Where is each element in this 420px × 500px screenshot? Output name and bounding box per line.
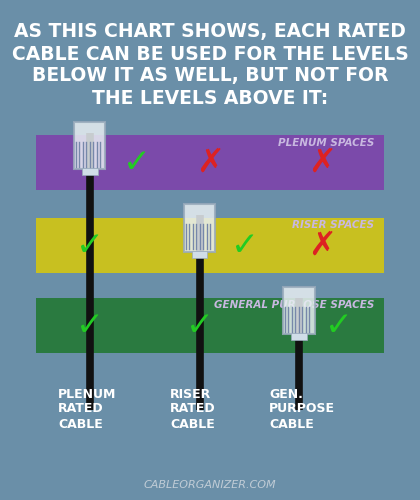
Bar: [36, 298, 384, 352]
Bar: [36, 135, 384, 190]
Text: ✗: ✗: [307, 146, 336, 179]
FancyBboxPatch shape: [74, 122, 105, 169]
Text: PLENUM
RATED
CABLE: PLENUM RATED CABLE: [58, 388, 117, 430]
Bar: [291, 333, 307, 340]
Text: ✗: ✗: [196, 146, 224, 179]
Text: ✓: ✓: [325, 310, 353, 342]
Text: ✓: ✓: [231, 228, 259, 262]
FancyBboxPatch shape: [184, 204, 215, 252]
Text: GEN.
PURPOSE
CABLE: GEN. PURPOSE CABLE: [269, 388, 335, 430]
Bar: [36, 218, 384, 272]
Text: ✓: ✓: [76, 228, 104, 262]
Text: ✓: ✓: [123, 146, 151, 179]
Text: RISER SPACES: RISER SPACES: [292, 220, 374, 230]
Bar: [82, 168, 97, 175]
Text: CABLEORGANIZER.COM: CABLEORGANIZER.COM: [144, 480, 276, 490]
Text: RISER
RATED
CABLE: RISER RATED CABLE: [170, 388, 215, 430]
Text: GENERAL PURPOSE SPACES: GENERAL PURPOSE SPACES: [213, 300, 374, 310]
Text: ✗: ✗: [307, 228, 336, 262]
Bar: [192, 250, 207, 258]
Text: AS THIS CHART SHOWS, EACH RATED
CABLE CAN BE USED FOR THE LEVELS
BELOW IT AS WEL: AS THIS CHART SHOWS, EACH RATED CABLE CA…: [12, 22, 408, 107]
Text: ✓: ✓: [186, 310, 213, 342]
Text: PLENUM SPACES: PLENUM SPACES: [278, 138, 374, 147]
Text: ✓: ✓: [76, 310, 104, 342]
FancyBboxPatch shape: [283, 286, 315, 334]
